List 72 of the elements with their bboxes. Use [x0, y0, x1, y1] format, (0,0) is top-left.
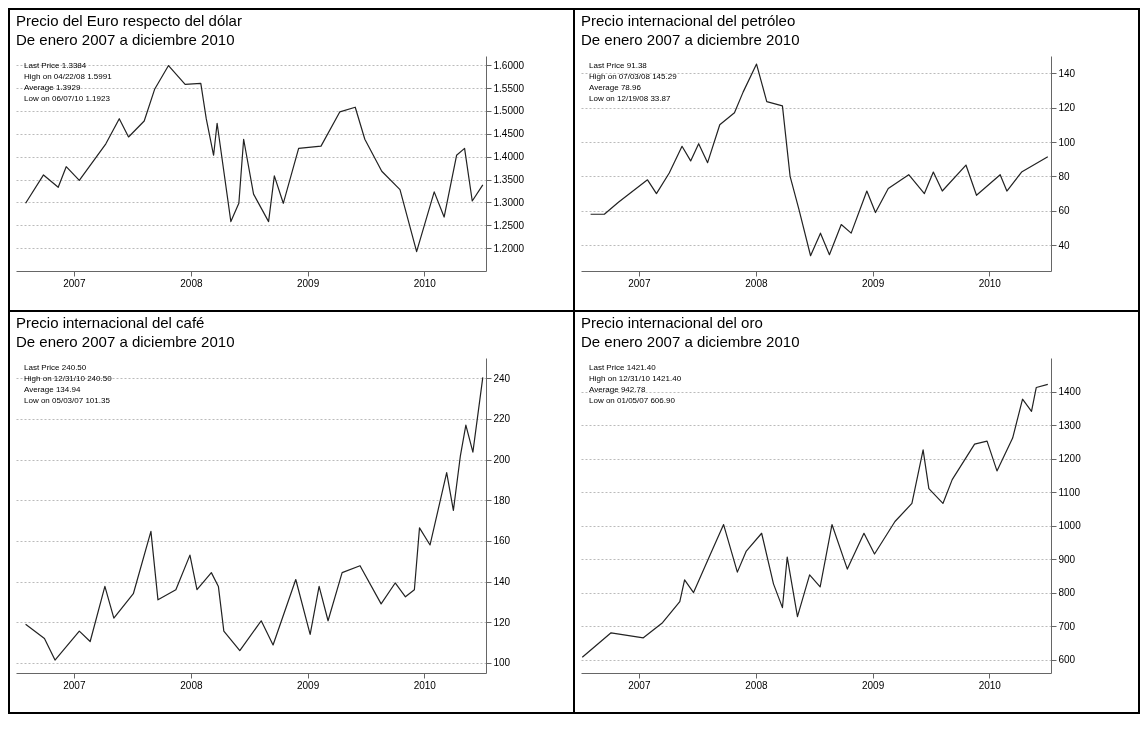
y-tick-label: 1.2500 [493, 219, 525, 231]
x-tick-label: 2009 [861, 679, 885, 691]
y-tick-label: 1.2000 [493, 242, 525, 254]
x-tick-label: 2007 [63, 277, 86, 289]
y-tick-label: 1000 [1058, 520, 1082, 532]
y-tick-label: 80 [1058, 170, 1071, 182]
y-tick-label: 1300 [1058, 419, 1082, 431]
x-tick-label: 2009 [296, 679, 320, 691]
x-tick-label: 2008 [745, 679, 768, 691]
y-tick-label: 1.4500 [493, 128, 525, 140]
y-tick-label: 1.5500 [493, 82, 525, 94]
y-tick-label: 1400 [1058, 386, 1082, 398]
y-tick-label: 900 [1058, 553, 1076, 565]
x-tick-label: 2008 [180, 277, 203, 289]
y-tick-label: 1.3000 [493, 196, 525, 208]
chart-subtitle: De enero 2007 a diciembre 2010 [581, 31, 800, 48]
annotation: High on 12/31/10 240.50 [24, 374, 113, 383]
y-tick-label: 180 [493, 494, 511, 506]
y-tick-label: 100 [1058, 136, 1076, 148]
annotation: High on 04/22/08 1.5991 [24, 72, 113, 81]
annotation: Last Price 91.38 [589, 61, 648, 70]
chart-subtitle: De enero 2007 a diciembre 2010 [581, 333, 800, 350]
annotation: Low on 01/05/07 606.90 [589, 396, 676, 405]
annotation: Low on 05/03/07 101.35 [24, 396, 111, 405]
y-tick-label: 120 [1058, 102, 1076, 114]
y-tick-label: 700 [1058, 620, 1076, 632]
annotation: Last Price 1.3384 [24, 61, 87, 70]
x-tick-label: 2009 [861, 277, 885, 289]
y-tick-label: 40 [1058, 239, 1071, 251]
y-tick-label: 1.4000 [493, 151, 525, 163]
y-tick-label: 200 [493, 454, 511, 466]
y-tick-label: 800 [1058, 587, 1076, 599]
chart-title: Precio internacional del café [16, 314, 205, 331]
annotation: Last Price 240.50 [24, 363, 87, 372]
y-tick-label: 240 [493, 372, 511, 384]
y-tick-label: 1.5000 [493, 105, 525, 117]
y-tick-label: 600 [1058, 654, 1076, 666]
y-tick-label: 100 [493, 657, 511, 669]
x-tick-label: 2007 [628, 277, 651, 289]
chart-subtitle: De enero 2007 a diciembre 2010 [16, 333, 235, 350]
x-tick-label: 2008 [745, 277, 768, 289]
y-tick-label: 1.3500 [493, 174, 525, 186]
x-tick-label: 2010 [413, 679, 437, 691]
annotation: High on 12/31/10 1421.40 [589, 374, 682, 383]
annotation: Last Price 1421.40 [589, 363, 657, 372]
y-tick-label: 220 [493, 413, 511, 425]
chart-subtitle: De enero 2007 a diciembre 2010 [16, 31, 235, 48]
y-tick-label: 1100 [1058, 486, 1081, 498]
x-tick-label: 2007 [63, 679, 86, 691]
chart-title: Precio internacional del oro [581, 314, 763, 331]
x-tick-label: 2010 [413, 277, 437, 289]
y-tick-label: 1200 [1058, 453, 1082, 465]
chart-title: Precio internacional del petróleo [581, 12, 796, 29]
annotation: High on 07/03/08 145.29 [589, 72, 678, 81]
x-tick-label: 2010 [978, 277, 1002, 289]
annotation: Low on 06/07/10 1.1923 [24, 94, 111, 103]
x-tick-label: 2009 [296, 277, 320, 289]
x-tick-label: 2008 [180, 679, 203, 691]
y-tick-label: 140 [493, 576, 511, 588]
annotation: Low on 12/19/08 33.87 [589, 94, 671, 103]
y-tick-label: 160 [493, 535, 511, 547]
x-tick-label: 2007 [628, 679, 651, 691]
x-tick-label: 2010 [978, 679, 1002, 691]
annotation: Average 134.94 [24, 385, 81, 394]
y-tick-label: 1.6000 [493, 59, 525, 71]
chart-title: Precio del Euro respecto del dólar [16, 12, 242, 29]
annotation: Average 942.78 [589, 385, 646, 394]
y-tick-label: 120 [493, 616, 511, 628]
annotation: Average 78.96 [589, 83, 642, 92]
annotation: Average 1.3929 [24, 83, 81, 92]
y-tick-label: 60 [1058, 205, 1071, 217]
y-tick-label: 140 [1058, 67, 1076, 79]
